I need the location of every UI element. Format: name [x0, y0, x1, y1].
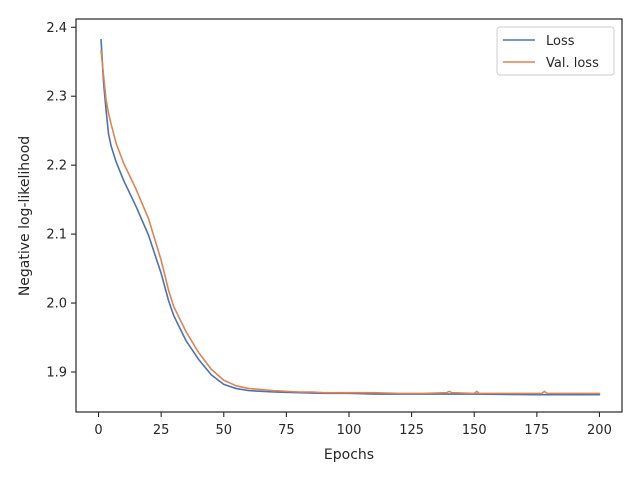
- x-tick-label: 175: [524, 423, 549, 438]
- y-tick-label: 2.4: [46, 21, 67, 36]
- x-axis-label: Epochs: [324, 447, 374, 463]
- plot-frame: [75, 18, 623, 413]
- x-axis: 0 25 50 75 100 125 150 175 200: [94, 412, 612, 438]
- x-tick-label: 150: [462, 423, 487, 438]
- x-tick-label: 100: [337, 423, 362, 438]
- x-tick-label: 125: [399, 423, 424, 438]
- x-tick-label: 0: [94, 423, 102, 438]
- y-tick-label: 1.9: [46, 366, 67, 381]
- y-tick-label: 2.1: [46, 228, 67, 243]
- x-tick-label: 75: [278, 423, 295, 438]
- y-tick-label: 2.3: [46, 90, 67, 105]
- plot-series-group: [100, 38, 601, 396]
- y-axis-label: Negative log-likelihood: [17, 136, 33, 296]
- y-tick-label: 2.0: [46, 297, 67, 312]
- series-line-val-loss: [100, 49, 601, 395]
- x-tick-label: 50: [215, 423, 232, 438]
- y-axis: 1.9 2.0 2.1 2.2 2.3 2.4: [46, 21, 76, 381]
- x-tick-label: 200: [587, 423, 612, 438]
- legend-label-val-loss: Val. loss: [546, 56, 599, 71]
- x-tick-label: 25: [153, 423, 170, 438]
- legend: Loss Val. loss: [496, 26, 615, 76]
- y-tick-label: 2.2: [46, 159, 67, 174]
- legend-box: [496, 26, 615, 76]
- legend-label-loss: Loss: [546, 34, 575, 49]
- series-line-loss: [100, 38, 601, 396]
